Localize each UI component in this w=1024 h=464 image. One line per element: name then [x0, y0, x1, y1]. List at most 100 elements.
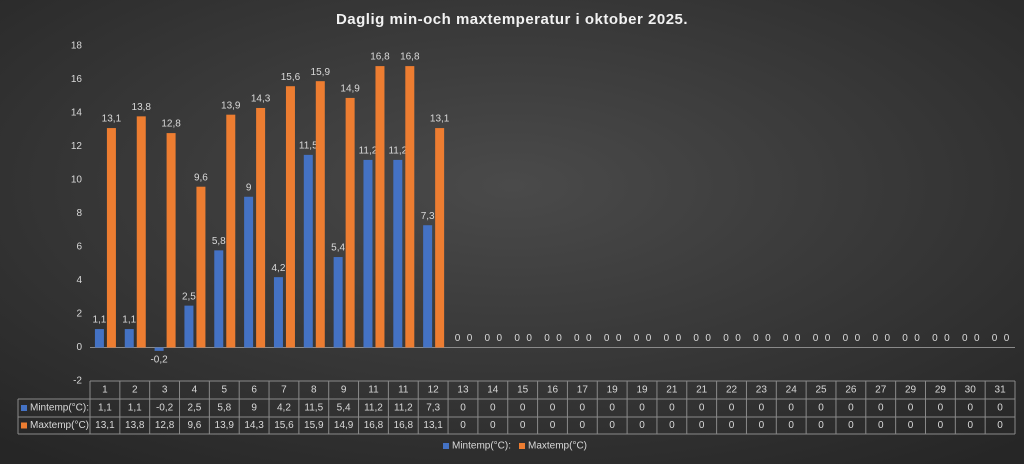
x-tick-label: 12 [428, 385, 440, 396]
table-cell: 13,8 [125, 420, 145, 431]
table-cell: 1,1 [128, 403, 142, 414]
table-cell: 1,1 [98, 403, 112, 414]
table-cell: 13,1 [423, 420, 443, 431]
data-label: 13,1 [430, 114, 450, 125]
table-cell: 9 [251, 403, 257, 414]
table-cell: 12,8 [155, 420, 175, 431]
table-cell: 0 [520, 420, 526, 431]
data-label: 9,6 [194, 172, 208, 183]
table-cell: 0 [460, 420, 466, 431]
data-label: 12,8 [161, 119, 181, 130]
x-tick-label: 29 [935, 385, 947, 396]
bar [393, 159, 403, 348]
data-label: 7,3 [421, 211, 435, 222]
table-cell: 0 [878, 420, 884, 431]
table-cell: 0 [669, 403, 675, 414]
table-cell: 0 [729, 403, 735, 414]
bar [226, 114, 236, 348]
bar [345, 97, 355, 348]
data-label: 0 [723, 333, 729, 344]
data-label: 0 [992, 333, 998, 344]
x-tick-label: 25 [815, 385, 827, 396]
y-tick-label: 6 [76, 242, 82, 253]
x-tick-label: 16 [547, 385, 559, 396]
table-key [21, 422, 27, 429]
x-tick-label: 7 [281, 385, 287, 396]
table-cell: 0 [997, 403, 1003, 414]
bar [214, 250, 224, 348]
table-cell: 0 [550, 403, 556, 414]
table-cell: 0 [639, 403, 645, 414]
data-label: 0 [855, 333, 861, 344]
bar [303, 154, 313, 348]
bar [196, 186, 206, 348]
x-tick-label: 17 [577, 385, 589, 396]
x-tick-label: 8 [311, 385, 317, 396]
bar [423, 225, 433, 348]
table-cell: 14,9 [334, 420, 354, 431]
y-tick-label: 12 [71, 141, 83, 152]
table-cell: 0 [580, 420, 586, 431]
bar [166, 133, 176, 348]
table-cell: 0 [759, 420, 765, 431]
data-label: 16,8 [370, 52, 390, 63]
table-cell: 5,8 [217, 403, 231, 414]
table-cell: 11,2 [364, 403, 383, 414]
data-label: 0 [526, 333, 532, 344]
table-cell: 0 [908, 420, 914, 431]
data-label: 0 [616, 333, 622, 344]
bar [184, 305, 194, 348]
data-label: 0 [485, 333, 491, 344]
table-cell: 5,4 [337, 403, 351, 414]
table-cell: 13,9 [215, 420, 235, 431]
data-label: 13,8 [132, 102, 152, 113]
x-tick-label: 30 [965, 385, 977, 396]
data-label: 0 [586, 333, 592, 344]
data-label: 0 [902, 333, 908, 344]
data-label: 0 [544, 333, 550, 344]
data-label: 9 [246, 182, 252, 193]
data-label: 13,9 [221, 100, 241, 111]
data-label: 0 [556, 333, 562, 344]
table-row-label: Maxtemp(°C) [30, 420, 89, 431]
table-row-label: Mintemp(°C): [30, 403, 89, 414]
x-tick-label: 26 [845, 385, 857, 396]
data-label: 13,1 [102, 114, 122, 125]
bar [154, 347, 164, 351]
table-cell: 0 [818, 420, 824, 431]
y-tick-label: 2 [76, 309, 82, 320]
y-tick-label: 18 [71, 41, 83, 52]
data-label: -0,2 [150, 354, 168, 365]
x-tick-label: 31 [995, 385, 1007, 396]
table-cell: 9,6 [187, 420, 201, 431]
table-cell: 0 [878, 403, 884, 414]
legend-label: Maxtemp(°C) [528, 441, 587, 452]
data-label: 0 [693, 333, 699, 344]
bar [94, 329, 104, 348]
x-tick-label: 4 [192, 385, 198, 396]
data-label: 0 [884, 333, 890, 344]
data-label: 0 [944, 333, 950, 344]
data-label: 1,1 [122, 315, 136, 326]
x-tick-label: 23 [756, 385, 768, 396]
table-cell: 11,5 [304, 403, 323, 414]
table-cell: 0 [520, 403, 526, 414]
data-label: 0 [664, 333, 670, 344]
data-label: 11,2 [359, 146, 378, 157]
x-tick-label: 24 [786, 385, 798, 396]
table-cell: 16,8 [394, 420, 414, 431]
data-label: 0 [574, 333, 580, 344]
table-cell: 15,9 [304, 420, 324, 431]
data-label: 0 [914, 333, 920, 344]
table-cell: 0 [609, 420, 615, 431]
data-label: 0 [676, 333, 682, 344]
bar [124, 329, 134, 348]
table-cell: 0 [908, 403, 914, 414]
table-cell: 14,3 [244, 420, 264, 431]
y-tick-label: 14 [71, 108, 83, 119]
data-label: 5,4 [331, 243, 345, 254]
data-label: 0 [753, 333, 759, 344]
table-cell: 0 [788, 403, 794, 414]
x-tick-label: 2 [132, 385, 138, 396]
